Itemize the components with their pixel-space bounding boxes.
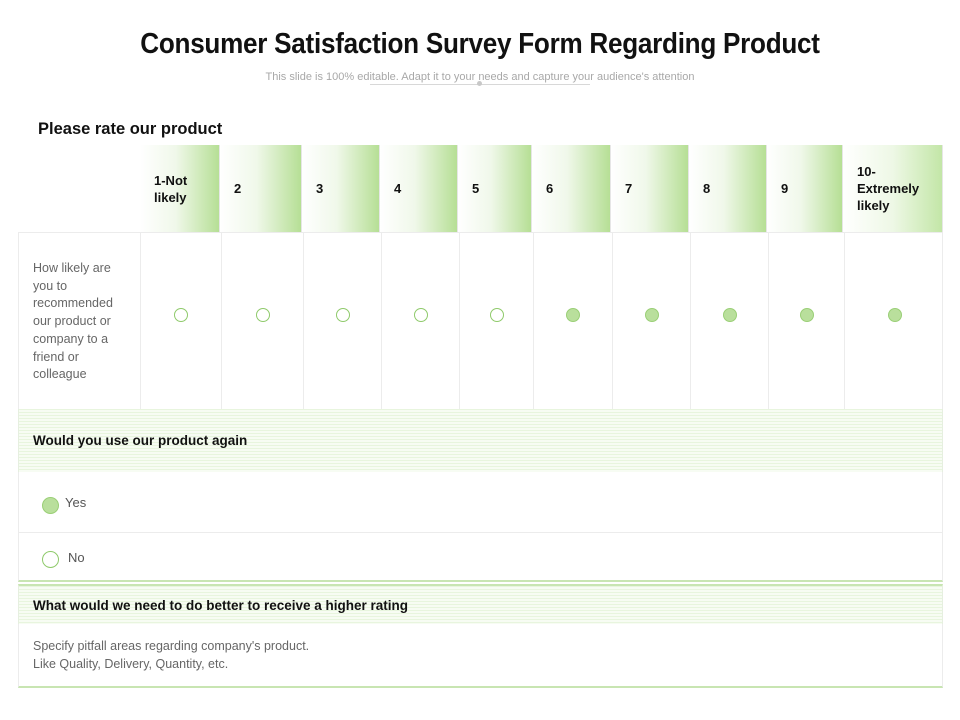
rating-cell [533, 233, 612, 410]
rating-cell [690, 233, 768, 410]
option-no-radio[interactable] [42, 551, 59, 568]
recommend-question-row: How likely are you to recommended our pr… [18, 232, 944, 410]
rating-header-label: 7 [625, 181, 633, 196]
rating-header-label: 2 [234, 181, 242, 196]
rating-radio-3[interactable] [335, 308, 350, 322]
rating-header-6: 6 [532, 145, 611, 232]
rating-header-1: 1-Not likely [140, 145, 220, 232]
improve-answer-textarea[interactable]: Specify pitfall areas regarding company'… [18, 624, 943, 688]
rating-cell [303, 233, 381, 410]
rating-cell [768, 233, 844, 410]
rating-header-4: 4 [380, 145, 458, 232]
option-yes-label: Yes [65, 495, 87, 510]
rating-header-label: 3 [316, 181, 324, 196]
option-no-row[interactable]: No [18, 533, 943, 582]
page-title: Consumer Satisfaction Survey Form Regard… [140, 28, 820, 60]
rating-header-10: 10- Extremely likely [843, 145, 943, 232]
rating-radio-1[interactable] [174, 308, 188, 322]
rating-header-label: 4 [394, 181, 402, 196]
rating-header-label: 1-Not likely [154, 172, 188, 205]
rating-radio-6[interactable] [566, 308, 580, 322]
rating-radio-7[interactable] [644, 308, 659, 322]
rating-radio-2[interactable] [255, 308, 270, 322]
rating-radio-5[interactable] [489, 308, 504, 322]
rating-header-label: 5 [472, 181, 480, 196]
rating-header-label: 10- Extremely likely [857, 164, 920, 213]
rating-radio-9[interactable] [799, 308, 814, 322]
rating-radio-group [140, 233, 944, 410]
rating-radio-10[interactable] [887, 308, 902, 322]
rating-header-label: 6 [546, 181, 554, 196]
rating-section-label: Please rate our product [38, 120, 223, 138]
answer-placeholder-line-2: Like Quality, Delivery, Quantity, etc. [33, 657, 229, 671]
rating-header-label: 9 [781, 181, 789, 196]
rating-radio-4[interactable] [413, 308, 428, 322]
rating-header-5: 5 [458, 145, 532, 232]
reuse-question-band: Would you use our product again [18, 409, 943, 472]
rating-cell [221, 233, 303, 410]
rating-cell [459, 233, 533, 410]
page-subtitle: This slide is 100% editable. Adapt it to… [265, 71, 695, 83]
rating-header-2: 2 [220, 145, 302, 232]
answer-placeholder-line-1: Specify pitfall areas regarding company'… [33, 639, 310, 653]
option-yes-radio[interactable] [42, 497, 59, 514]
recommend-question-text: How likely are you to recommended our pr… [33, 261, 113, 382]
rating-header-9: 9 [767, 145, 843, 232]
subtitle-dot [477, 81, 482, 86]
rating-cell [612, 233, 690, 410]
rating-cell [844, 233, 944, 410]
rating-radio-8[interactable] [722, 308, 737, 322]
option-yes-row[interactable]: Yes [18, 472, 943, 533]
rating-cell [140, 233, 221, 410]
rating-scale-header: 1-Not likely 2 3 4 5 6 7 8 9 10- Extreme… [140, 145, 943, 232]
rating-header-8: 8 [689, 145, 767, 232]
option-no-label: No [68, 550, 85, 565]
improve-question-band: What would we need to do better to recei… [18, 584, 943, 624]
rating-header-3: 3 [302, 145, 380, 232]
rating-header-label: 8 [703, 181, 711, 196]
rating-cell [381, 233, 459, 410]
rating-header-7: 7 [611, 145, 689, 232]
